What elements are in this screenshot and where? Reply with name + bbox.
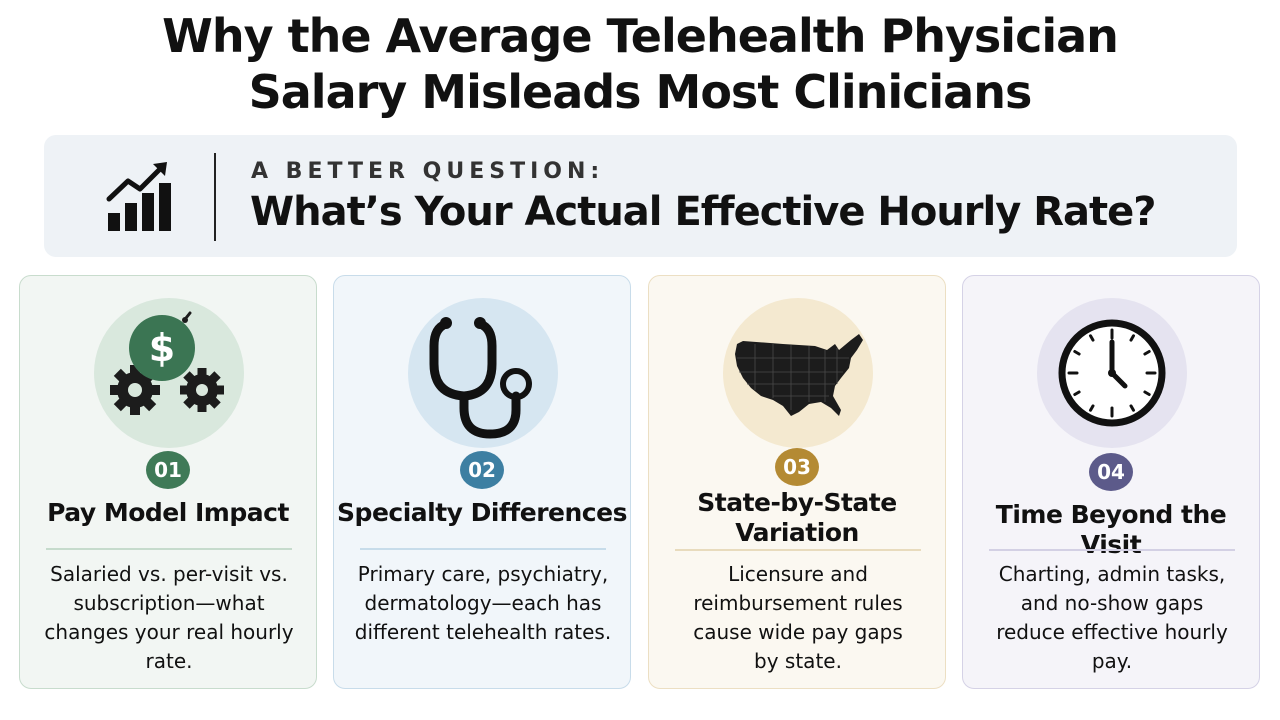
banner-eyebrow: A BETTER QUESTION: bbox=[251, 159, 605, 184]
card-description: Charting, admin tasks, and no-show gaps … bbox=[996, 562, 1228, 673]
card-number-badge: 03 bbox=[775, 448, 819, 486]
card-description: Salaried vs. per-visit vs. subscription—… bbox=[44, 562, 294, 673]
clock-icon bbox=[1058, 319, 1166, 427]
page-title-line-1: Why the Average Telehealth Physician bbox=[162, 9, 1119, 63]
us-map-icon bbox=[735, 334, 863, 416]
card-divider bbox=[360, 548, 606, 550]
banner-question: What’s Your Actual Effective Hourly Rate… bbox=[250, 189, 1156, 235]
card-state-by-state-variation: 03 State-by-State Variation Licensure an… bbox=[648, 275, 946, 689]
card-icon-circle bbox=[408, 298, 558, 448]
card-title: State-by-State Variation bbox=[697, 488, 897, 547]
card-icon-circle bbox=[723, 298, 873, 448]
card-time-beyond-the-visit: 04 Time Beyond the Visit Charting, admin… bbox=[962, 275, 1260, 689]
card-divider bbox=[46, 548, 292, 550]
card-pay-model-impact: $ 01 Pay Model Impact Salaried vs. per-v… bbox=[19, 275, 317, 689]
card-divider bbox=[675, 549, 921, 551]
card-specialty-differences: 02 Specialty Differences Primary care, p… bbox=[333, 275, 631, 689]
bar-chart-trend-up-icon bbox=[106, 162, 171, 231]
card-icon-circle bbox=[1037, 298, 1187, 448]
card-title: Time Beyond the Visit bbox=[995, 500, 1227, 559]
card-description: Licensure and reimbursement rules cause … bbox=[693, 562, 903, 673]
question-banner: A BETTER QUESTION: What’s Your Actual Ef… bbox=[44, 135, 1237, 257]
stethoscope-icon bbox=[429, 317, 532, 439]
page-title-line-2: Salary Misleads Most Clinicians bbox=[248, 65, 1033, 119]
card-number-badge: 02 bbox=[460, 451, 504, 489]
banner-divider bbox=[214, 153, 216, 241]
card-divider bbox=[989, 549, 1235, 551]
card-icon-circle: $ bbox=[94, 298, 244, 448]
card-number-badge: 01 bbox=[146, 451, 190, 489]
card-description: Primary care, psychiatry, dermatology—ea… bbox=[354, 562, 612, 644]
dollar-gears-icon: $ bbox=[110, 311, 224, 415]
card-title: Pay Model Impact bbox=[47, 498, 289, 527]
card-number-badge: 04 bbox=[1089, 453, 1133, 491]
svg-text:$: $ bbox=[149, 326, 175, 370]
page-title: Why the Average Telehealth Physician Sal… bbox=[0, 8, 1280, 120]
card-title: Specialty Differences bbox=[337, 498, 627, 527]
